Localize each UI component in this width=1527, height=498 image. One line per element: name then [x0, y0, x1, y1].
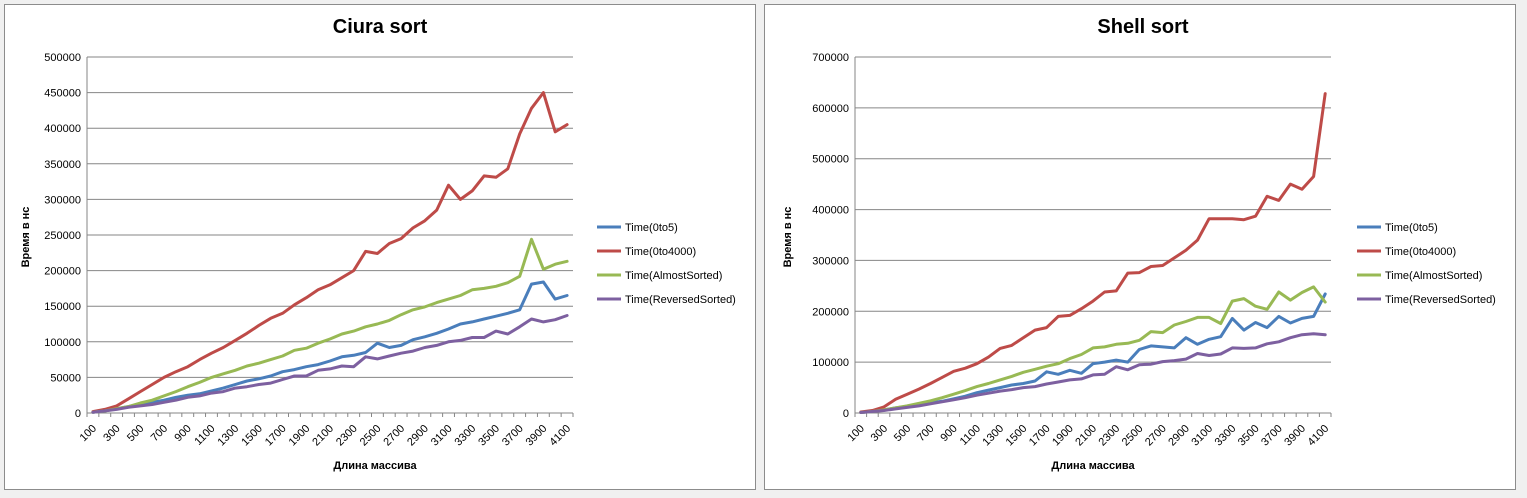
- series-line-time-0to5: [91, 280, 569, 414]
- x-tick-label: 300: [869, 423, 890, 444]
- x-tick-label: 3700: [500, 423, 526, 449]
- x-tick-label: 900: [938, 423, 959, 444]
- x-tick-label: 3900: [524, 423, 550, 449]
- x-tick-label: 3100: [1189, 423, 1215, 449]
- x-tick-label: 100: [78, 423, 99, 444]
- x-tick-label: 1700: [1027, 423, 1053, 449]
- x-tick-label: 2900: [405, 423, 431, 449]
- legend-label: Time(ReversedSorted): [1385, 294, 1496, 306]
- x-tick-label: 3700: [1259, 423, 1285, 449]
- y-tick-label: 400000: [44, 123, 81, 135]
- shell-chart: Shell sort Длина массива Время в нс 0 100…: [782, 16, 1496, 472]
- x-tick-label: 1300: [980, 423, 1006, 449]
- y-tick-label: 700000: [812, 52, 849, 64]
- x-tick-label: 500: [125, 423, 146, 444]
- y-tick-label: 100000: [812, 357, 849, 369]
- legend-label: Time(0to5): [1385, 222, 1438, 234]
- series-line-time-almostsorted: [91, 237, 569, 414]
- x-tick-label: 700: [149, 423, 170, 444]
- x-tick-label: 300: [101, 423, 122, 444]
- x-tick-label: 1500: [1004, 423, 1030, 449]
- x-tick-label: 1100: [958, 423, 983, 448]
- x-tick-label: 3500: [476, 423, 502, 449]
- x-tick-label: 1300: [215, 423, 241, 449]
- y-tick-label: 450000: [44, 88, 81, 100]
- x-axis-label: Длина массива: [1051, 460, 1135, 472]
- y-tick-label: 500000: [44, 52, 81, 64]
- y-tick-label: 300000: [44, 194, 81, 206]
- ciura-chart: Ciura sort Длина массива Время в нс 0 500…: [20, 16, 736, 472]
- series-line-time-reversedsorted: [859, 332, 1327, 414]
- x-tick-label: 3500: [1236, 423, 1262, 449]
- x-tick-label: 2300: [1097, 423, 1123, 449]
- y-tick-label: 150000: [44, 301, 81, 313]
- x-tick-label: 2500: [358, 423, 384, 449]
- x-tick-label: 900: [172, 423, 193, 444]
- series-line-time-0to4000: [859, 92, 1327, 414]
- y-tick-label: 300000: [812, 255, 849, 267]
- shell-chart-panel: Shell sort Длина массива Время в нс 0 100…: [764, 4, 1516, 490]
- y-tick-label: 0: [843, 408, 849, 420]
- x-tick-label: 700: [915, 423, 936, 444]
- y-tick-label: 250000: [44, 230, 81, 242]
- x-tick-label: 3900: [1282, 423, 1308, 449]
- x-tick-label: 2700: [381, 423, 407, 449]
- legend-label: Time(0to4000): [625, 246, 696, 258]
- y-tick-label: 500000: [812, 154, 849, 166]
- x-tick-label: 3300: [453, 423, 479, 449]
- x-tick-label: 2100: [310, 423, 336, 449]
- x-tick-label: 1700: [263, 423, 289, 449]
- x-tick-label: 2700: [1143, 423, 1169, 449]
- y-tick-label: 200000: [812, 306, 849, 318]
- x-tick-label: 1900: [1050, 423, 1076, 449]
- x-tick-label: 4100: [547, 423, 573, 449]
- y-tick-label: 600000: [812, 103, 849, 115]
- y-tick-label: 50000: [50, 372, 81, 384]
- x-tick-label: 3100: [429, 423, 455, 449]
- x-tick-label: 2900: [1166, 423, 1192, 449]
- x-tick-label: 500: [892, 423, 913, 444]
- x-axis-label: Длина массива: [333, 460, 417, 472]
- x-tick-label: 2100: [1073, 423, 1099, 449]
- x-tick-label: 2300: [334, 423, 360, 449]
- x-tick-label: 2500: [1120, 423, 1146, 449]
- series-line-time-reversedsorted: [91, 314, 569, 414]
- ciura-chart-panel: Ciura sort Длина массива Время в нс 0 500…: [4, 4, 756, 490]
- legend-label: Time(0to5): [625, 222, 678, 234]
- chart-title: Ciura sort: [333, 16, 428, 38]
- chart-title: Shell sort: [1097, 16, 1188, 38]
- y-tick-label: 400000: [812, 205, 849, 217]
- y-tick-label: 100000: [44, 337, 81, 349]
- series-line-time-almostsorted: [859, 285, 1327, 414]
- y-axis-label: Время в нс: [782, 207, 794, 268]
- y-axis-label: Время в нс: [20, 207, 32, 268]
- x-tick-label: 4100: [1306, 423, 1332, 449]
- legend-label: Time(ReversedSorted): [625, 294, 736, 306]
- legend-label: Time(AlmostSorted): [625, 270, 722, 282]
- y-tick-label: 0: [75, 408, 81, 420]
- series-line-time-0to4000: [91, 91, 569, 414]
- legend-label: Time(0to4000): [1385, 246, 1456, 258]
- y-tick-label: 200000: [44, 266, 81, 278]
- x-tick-label: 1100: [192, 423, 217, 448]
- legend-label: Time(AlmostSorted): [1385, 270, 1482, 282]
- x-tick-label: 100: [845, 423, 866, 444]
- y-tick-label: 350000: [44, 159, 81, 171]
- x-tick-label: 3300: [1213, 423, 1239, 449]
- x-tick-label: 1900: [287, 423, 313, 449]
- x-tick-label: 1500: [239, 423, 265, 449]
